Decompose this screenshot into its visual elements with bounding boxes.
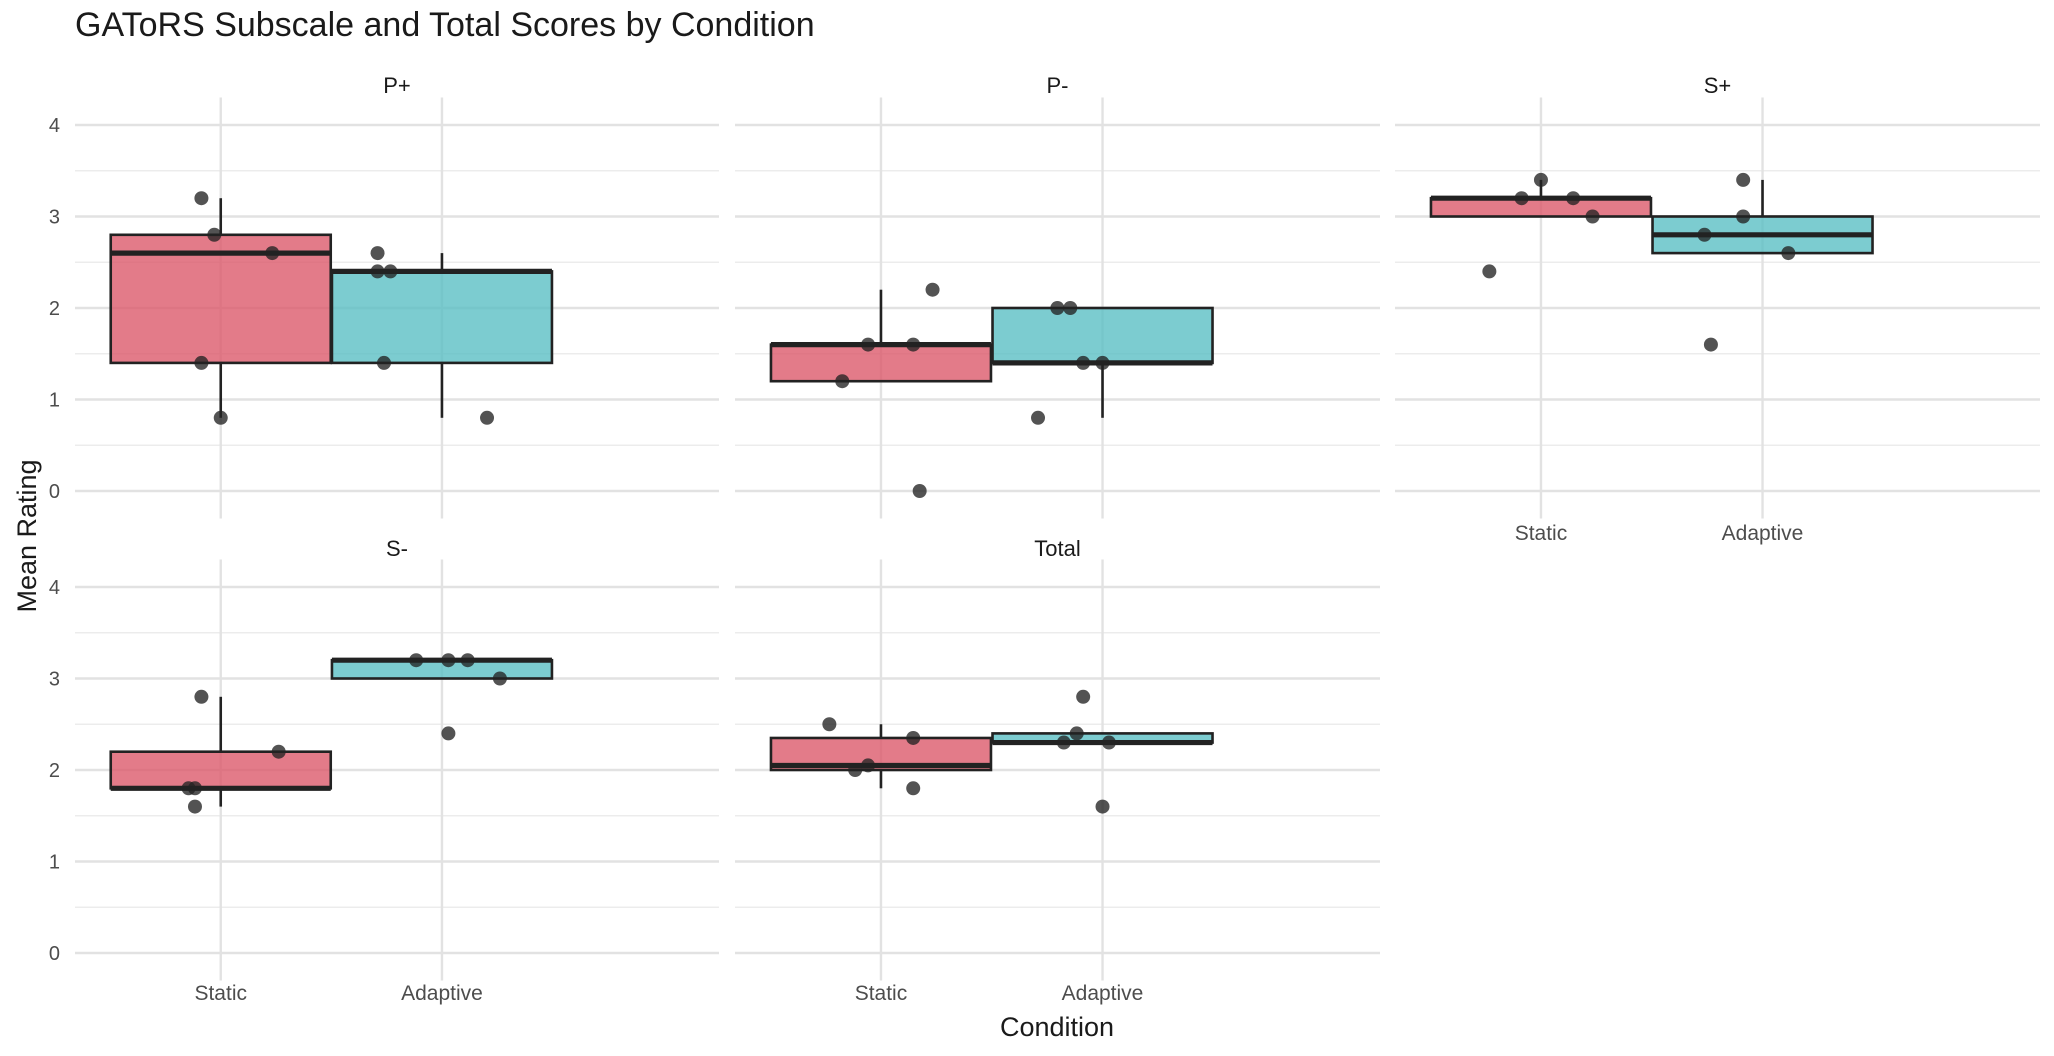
data-point: [480, 410, 495, 425]
facet-panel-2: P-: [735, 73, 1380, 519]
data-point: [1095, 355, 1110, 370]
data-point: [1063, 301, 1078, 315]
data-point: [376, 355, 391, 370]
data-point: [271, 744, 286, 759]
data-point: [194, 191, 209, 206]
y-tick-label: 0: [49, 481, 60, 503]
data-point: [906, 337, 921, 352]
data-point: [1069, 726, 1084, 741]
data-point: [1703, 337, 1718, 352]
data-point: [1736, 172, 1751, 187]
facet-panel-1: P+ 0 1 2 3 4: [49, 73, 719, 519]
data-point: [861, 337, 876, 352]
data-point: [1050, 301, 1065, 315]
box-static: [769, 282, 993, 498]
y-tick-label: 1: [49, 390, 60, 412]
data-point: [441, 726, 456, 741]
data-point: [1585, 209, 1600, 224]
data-point: [370, 246, 385, 261]
y-tick-label: 1: [49, 852, 60, 874]
data-point: [1076, 689, 1091, 704]
data-point: [835, 374, 850, 389]
y-tick-label: 3: [49, 207, 60, 229]
data-point: [906, 730, 921, 745]
box-adaptive: [330, 246, 554, 425]
box-static: [109, 689, 333, 814]
x-tick-label: Adaptive: [401, 982, 483, 1005]
facet-label: S+: [1704, 73, 1732, 98]
y-tick-label: 4: [49, 577, 60, 599]
box-adaptive: [330, 653, 554, 741]
box-adaptive: [991, 689, 1214, 814]
data-point: [194, 355, 209, 370]
box-iqr: [1429, 196, 1653, 218]
data-point: [370, 264, 385, 279]
y-tick-label: 0: [49, 943, 60, 965]
box-iqr: [330, 658, 554, 680]
data-point: [1781, 246, 1796, 261]
data-point: [1514, 191, 1529, 206]
box-static: [769, 717, 993, 796]
x-tick-label: Adaptive: [1722, 522, 1804, 545]
facet-panel-5: Total Static Adaptive: [735, 536, 1380, 1005]
data-point: [861, 758, 876, 773]
box-adaptive: [1651, 172, 1874, 352]
data-point: [1101, 735, 1116, 750]
data-point: [207, 227, 222, 242]
data-point: [213, 410, 228, 425]
data-point: [906, 781, 921, 796]
chart-title: GAToRS Subscale and Total Scores by Cond…: [75, 6, 815, 44]
data-point: [265, 246, 280, 261]
data-point: [1533, 172, 1548, 187]
box-adaptive: [991, 301, 1214, 425]
x-tick-label: Static: [855, 982, 908, 1005]
y-tick-label: 2: [49, 760, 60, 782]
data-point: [441, 653, 456, 668]
y-tick-label: 2: [49, 298, 60, 320]
facet-label: P-: [1047, 73, 1069, 98]
y-axis-label: Mean Rating: [12, 459, 42, 612]
y-tick-label: 3: [49, 669, 60, 691]
data-point: [1566, 191, 1581, 206]
data-point: [187, 781, 202, 796]
box-iqr: [330, 270, 554, 365]
data-point: [1095, 799, 1110, 814]
data-point: [409, 653, 424, 668]
data-point: [460, 653, 475, 668]
x-axis-label: Condition: [1000, 1012, 1114, 1042]
x-tick-label: Static: [1515, 522, 1568, 545]
facet-label: Total: [1034, 536, 1080, 561]
data-point: [1482, 264, 1497, 279]
y-tick-label: 4: [49, 115, 60, 137]
x-tick-label: Static: [194, 982, 247, 1005]
facet-label: P+: [383, 73, 411, 98]
x-tick-label: Adaptive: [1062, 982, 1144, 1005]
data-point: [1056, 735, 1071, 750]
facet-label: S-: [386, 536, 408, 561]
box-iqr: [109, 750, 333, 790]
data-point: [1076, 355, 1091, 370]
data-point: [912, 484, 927, 498]
data-point: [848, 763, 863, 777]
box-iqr: [109, 233, 333, 365]
data-point: [492, 671, 507, 686]
data-point: [925, 282, 940, 297]
facet-panel-3: S+ Static Adaptive: [1395, 73, 2040, 545]
data-point: [1031, 410, 1046, 425]
facet-panel-4: S- 0 1 2 3 4 Static Adaptive: [49, 536, 719, 1005]
box-iqr: [991, 306, 1214, 365]
box-static: [109, 191, 333, 425]
data-point: [822, 717, 837, 732]
data-point: [1697, 227, 1712, 242]
data-point: [194, 689, 209, 704]
box-static: [1429, 172, 1653, 279]
data-point: [187, 799, 202, 814]
data-point: [383, 264, 398, 279]
box-iqr: [769, 343, 993, 383]
data-point: [1736, 209, 1751, 224]
